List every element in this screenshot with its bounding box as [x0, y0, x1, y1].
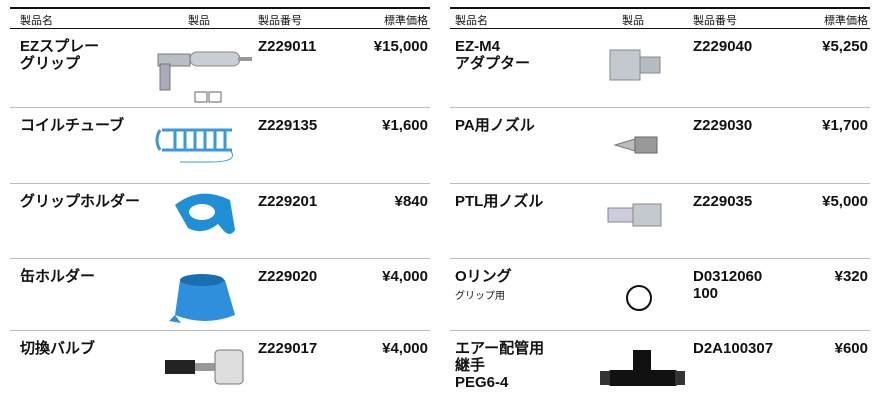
product-code: Z229035 — [693, 193, 753, 210]
product-code: Z229135 — [258, 117, 318, 134]
row-rule — [450, 330, 870, 331]
product-code: 100 — [693, 285, 719, 302]
header-rule — [450, 7, 870, 9]
product-name: EZスプレー — [20, 38, 100, 55]
product-image — [626, 285, 652, 311]
row-rule — [450, 183, 870, 184]
row-rule — [10, 330, 430, 331]
row-rule — [10, 183, 430, 184]
product-image — [600, 350, 685, 386]
product-image — [607, 203, 662, 227]
product-name: PA用ノズル — [455, 117, 535, 134]
row-rule — [10, 258, 430, 259]
price: ¥320 — [834, 268, 868, 285]
product-name: PTL用ノズル — [455, 193, 544, 210]
product-image — [155, 128, 233, 163]
product-name: グリップホルダー — [20, 193, 141, 210]
product-name: エアー配管用 — [455, 340, 545, 357]
price: ¥15,000 — [373, 38, 428, 55]
price: ¥5,000 — [822, 193, 868, 210]
row-rule — [450, 107, 870, 108]
product-code: Z229017 — [258, 340, 318, 357]
price: ¥600 — [834, 340, 868, 357]
price: ¥840 — [394, 193, 428, 210]
product-code: Z229030 — [693, 117, 753, 134]
price: ¥5,250 — [822, 38, 868, 55]
product-image — [169, 274, 235, 323]
column-header: 標準価格 — [824, 15, 868, 27]
product-image — [165, 349, 244, 385]
column-header: 製品番号 — [693, 15, 737, 27]
price: ¥1,700 — [822, 117, 868, 134]
header-rule — [10, 28, 430, 29]
product-code: D0312060 — [693, 268, 763, 285]
product-name: コイルチューブ — [20, 117, 125, 134]
column-header: 製品 — [188, 15, 210, 27]
product-image — [609, 49, 661, 81]
product-name: 継手 — [455, 357, 486, 374]
price: ¥4,000 — [382, 340, 428, 357]
product-code: Z229020 — [258, 268, 318, 285]
price: ¥4,000 — [382, 268, 428, 285]
product-name: Oリング — [455, 268, 512, 285]
row-rule — [450, 258, 870, 259]
product-note: グリップ用 — [455, 291, 505, 302]
product-name: EZ-M4 — [455, 38, 500, 55]
price: ¥1,600 — [382, 117, 428, 134]
column-header: 標準価格 — [384, 15, 428, 27]
product-name: 切換バルブ — [20, 340, 96, 357]
column-header: 製品番号 — [258, 15, 302, 27]
product-code: Z229011 — [258, 38, 317, 55]
row-rule — [10, 107, 430, 108]
product-code: D2A100307 — [693, 340, 774, 357]
product-name: グリップ — [20, 55, 81, 72]
header-rule — [450, 28, 870, 29]
column-header: 製品名 — [20, 15, 53, 27]
product-name: アダプター — [455, 55, 531, 72]
product-code: Z229040 — [693, 38, 753, 55]
product-image — [175, 193, 235, 234]
product-name: PEG6-4 — [455, 374, 509, 391]
product-image — [613, 136, 658, 154]
product-code: Z229201 — [258, 193, 318, 210]
product-name: 缶ホルダー — [20, 268, 96, 285]
header-rule — [10, 7, 430, 9]
column-header: 製品名 — [455, 15, 488, 27]
product-image — [157, 51, 252, 103]
column-header: 製品 — [622, 15, 644, 27]
